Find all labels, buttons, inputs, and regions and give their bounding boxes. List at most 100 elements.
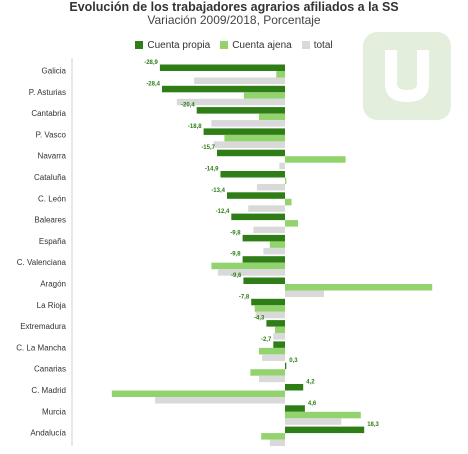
bar-cuenta-propia-aragon bbox=[243, 277, 285, 284]
watermark-logo bbox=[363, 32, 451, 120]
legend-swatch-cuenta-ajena bbox=[220, 41, 229, 49]
bar-cuenta-propia-extremadura bbox=[266, 320, 285, 327]
legend-label-cuenta-propia: Cuenta propia bbox=[147, 39, 211, 51]
data-label-andalucia: 18,3 bbox=[367, 422, 379, 428]
bar-cuenta-ajena-c-leon bbox=[285, 198, 292, 206]
category-label-extremadura: Extremadura bbox=[20, 322, 66, 331]
data-label-espana: -9,8 bbox=[230, 230, 241, 236]
data-label-cantabria: -20,4 bbox=[181, 103, 195, 109]
category-label-c-leon: C. León bbox=[38, 194, 66, 203]
legend-label-total: total bbox=[313, 39, 333, 51]
category-label-baleares: Baleares bbox=[34, 216, 66, 225]
data-label-galicia: -28,9 bbox=[144, 60, 158, 66]
legend: Cuenta propia Cuenta ajena total bbox=[0, 38, 468, 52]
bar-total-aragon bbox=[285, 290, 324, 297]
bar-cuenta-propia-andalucia bbox=[285, 426, 365, 434]
data-label-c-valenciana: -9,8 bbox=[230, 252, 241, 258]
bar-total-c-leon bbox=[248, 205, 285, 212]
chart-title: Evolución de los trabajadores agrarios a… bbox=[69, 0, 399, 14]
bar-cuenta-propia-c-leon bbox=[227, 192, 285, 199]
category-label-espana: España bbox=[39, 237, 67, 246]
bar-cuenta-ajena-galicia bbox=[276, 71, 285, 78]
category-label-cataluna: Cataluña bbox=[34, 173, 67, 182]
category-label-c-la-mancha: C. La Mancha bbox=[16, 343, 66, 352]
category-label-navarra: Navarra bbox=[38, 152, 67, 161]
bar-cuenta-ajena-la-rioja bbox=[254, 305, 285, 312]
bar-total-canarias bbox=[259, 375, 285, 383]
bar-total-cantabria bbox=[211, 120, 285, 127]
category-label-murcia: Murcia bbox=[42, 407, 67, 416]
bar-cuenta-propia-galicia bbox=[159, 64, 285, 71]
bar-cuenta-ajena-aragon bbox=[285, 284, 433, 291]
bar-cuenta-ajena-canarias bbox=[250, 369, 285, 376]
bar-cuenta-propia-canarias bbox=[285, 362, 287, 370]
bar-cuenta-propia-cataluna bbox=[220, 171, 285, 178]
bar-cuenta-ajena-baleares bbox=[285, 220, 298, 227]
bar-cuenta-ajena-p-vasco bbox=[224, 134, 285, 142]
category-label-c-valenciana: C. Valenciana bbox=[17, 258, 67, 267]
data-label-la-rioja: -7,8 bbox=[239, 294, 250, 300]
data-label-p-vasco: -18,8 bbox=[188, 124, 202, 130]
bar-cuenta-ajena-espana bbox=[269, 241, 285, 248]
bar-cuenta-ajena-c-valenciana bbox=[211, 262, 285, 270]
category-label-la-rioja: La Rioja bbox=[37, 301, 67, 310]
bar-total-c-madrid bbox=[155, 397, 285, 404]
bar-cuenta-propia-espana bbox=[242, 234, 285, 242]
bar-total-navarra bbox=[279, 162, 285, 170]
bar-cuenta-ajena-cantabria bbox=[259, 113, 285, 121]
category-label-p-asturias: P. Asturias bbox=[29, 88, 66, 97]
bar-total-andalucia bbox=[269, 439, 285, 447]
data-label-cataluna: -14,9 bbox=[205, 167, 219, 173]
category-label-c-madrid: C. Madrid bbox=[31, 386, 66, 395]
data-label-extremadura: -4,3 bbox=[254, 316, 265, 322]
legend-item-total: total bbox=[301, 39, 333, 51]
bar-cuenta-propia-la-rioja bbox=[251, 298, 285, 306]
bar-cuenta-ajena-murcia bbox=[285, 411, 361, 419]
bar-cuenta-ajena-navarra bbox=[285, 156, 346, 163]
chart-subtitle: Variación 2009/2018, Porcentaje bbox=[147, 13, 321, 27]
bar-cuenta-propia-p-vasco bbox=[203, 128, 285, 135]
bar-cuenta-ajena-c-madrid bbox=[111, 390, 285, 397]
bar-cuenta-propia-c-valenciana bbox=[242, 256, 285, 263]
category-label-galicia: Galicia bbox=[42, 67, 67, 76]
bar-total-cataluna bbox=[256, 184, 285, 191]
bar-cuenta-ajena-p-asturias bbox=[243, 92, 285, 99]
legend-label-cuenta-ajena: Cuenta ajena bbox=[232, 39, 292, 51]
data-label-aragon: -9,6 bbox=[231, 273, 242, 279]
watermark-rounded-square bbox=[363, 32, 451, 120]
bar-total-baleares bbox=[253, 226, 285, 234]
data-label-p-asturias: -28,4 bbox=[146, 81, 160, 87]
bar-total-extremadura bbox=[273, 333, 285, 340]
category-label-canarias: Canarias bbox=[34, 365, 66, 374]
bar-cuenta-propia-baleares bbox=[231, 213, 285, 221]
bar-cuenta-propia-c-madrid bbox=[285, 384, 304, 391]
legend-swatch-total bbox=[301, 41, 310, 49]
legend-swatch-cuenta-propia bbox=[135, 41, 144, 49]
bar-total-espana bbox=[263, 247, 285, 255]
bar-total-c-valenciana bbox=[217, 269, 285, 276]
bar-cuenta-propia-p-asturias bbox=[162, 85, 285, 93]
category-label-andalucia: Andalucía bbox=[30, 429, 66, 438]
data-label-c-leon: -13,4 bbox=[211, 188, 225, 194]
bar-cuenta-propia-navarra bbox=[217, 149, 285, 157]
bar-cuenta-propia-murcia bbox=[285, 405, 305, 412]
data-label-canarias: 0,3 bbox=[289, 358, 298, 364]
category-label-cantabria: Cantabria bbox=[31, 109, 66, 118]
bar-total-p-vasco bbox=[213, 141, 285, 148]
bar-cuenta-propia-c-la-mancha bbox=[273, 341, 285, 348]
data-label-navarra: -15,7 bbox=[201, 145, 215, 151]
bar-cuenta-ajena-c-la-mancha bbox=[259, 347, 285, 355]
bar-total-p-asturias bbox=[176, 98, 286, 106]
bar-cuenta-ajena-andalucia bbox=[261, 433, 285, 440]
bar-total-galicia bbox=[194, 77, 285, 84]
data-label-baleares: -12,4 bbox=[216, 209, 230, 215]
legend-item-cuenta-propia: Cuenta propia bbox=[135, 40, 210, 51]
category-label-p-vasco: P. Vasco bbox=[36, 130, 67, 139]
data-label-murcia: 4,6 bbox=[308, 401, 317, 407]
data-label-c-la-mancha: -2,7 bbox=[261, 337, 272, 343]
watermark-u-letter bbox=[385, 50, 429, 102]
bar-cuenta-ajena-cataluna bbox=[285, 177, 287, 184]
bar-total-la-rioja bbox=[255, 311, 285, 319]
bar-total-c-la-mancha bbox=[262, 354, 285, 361]
